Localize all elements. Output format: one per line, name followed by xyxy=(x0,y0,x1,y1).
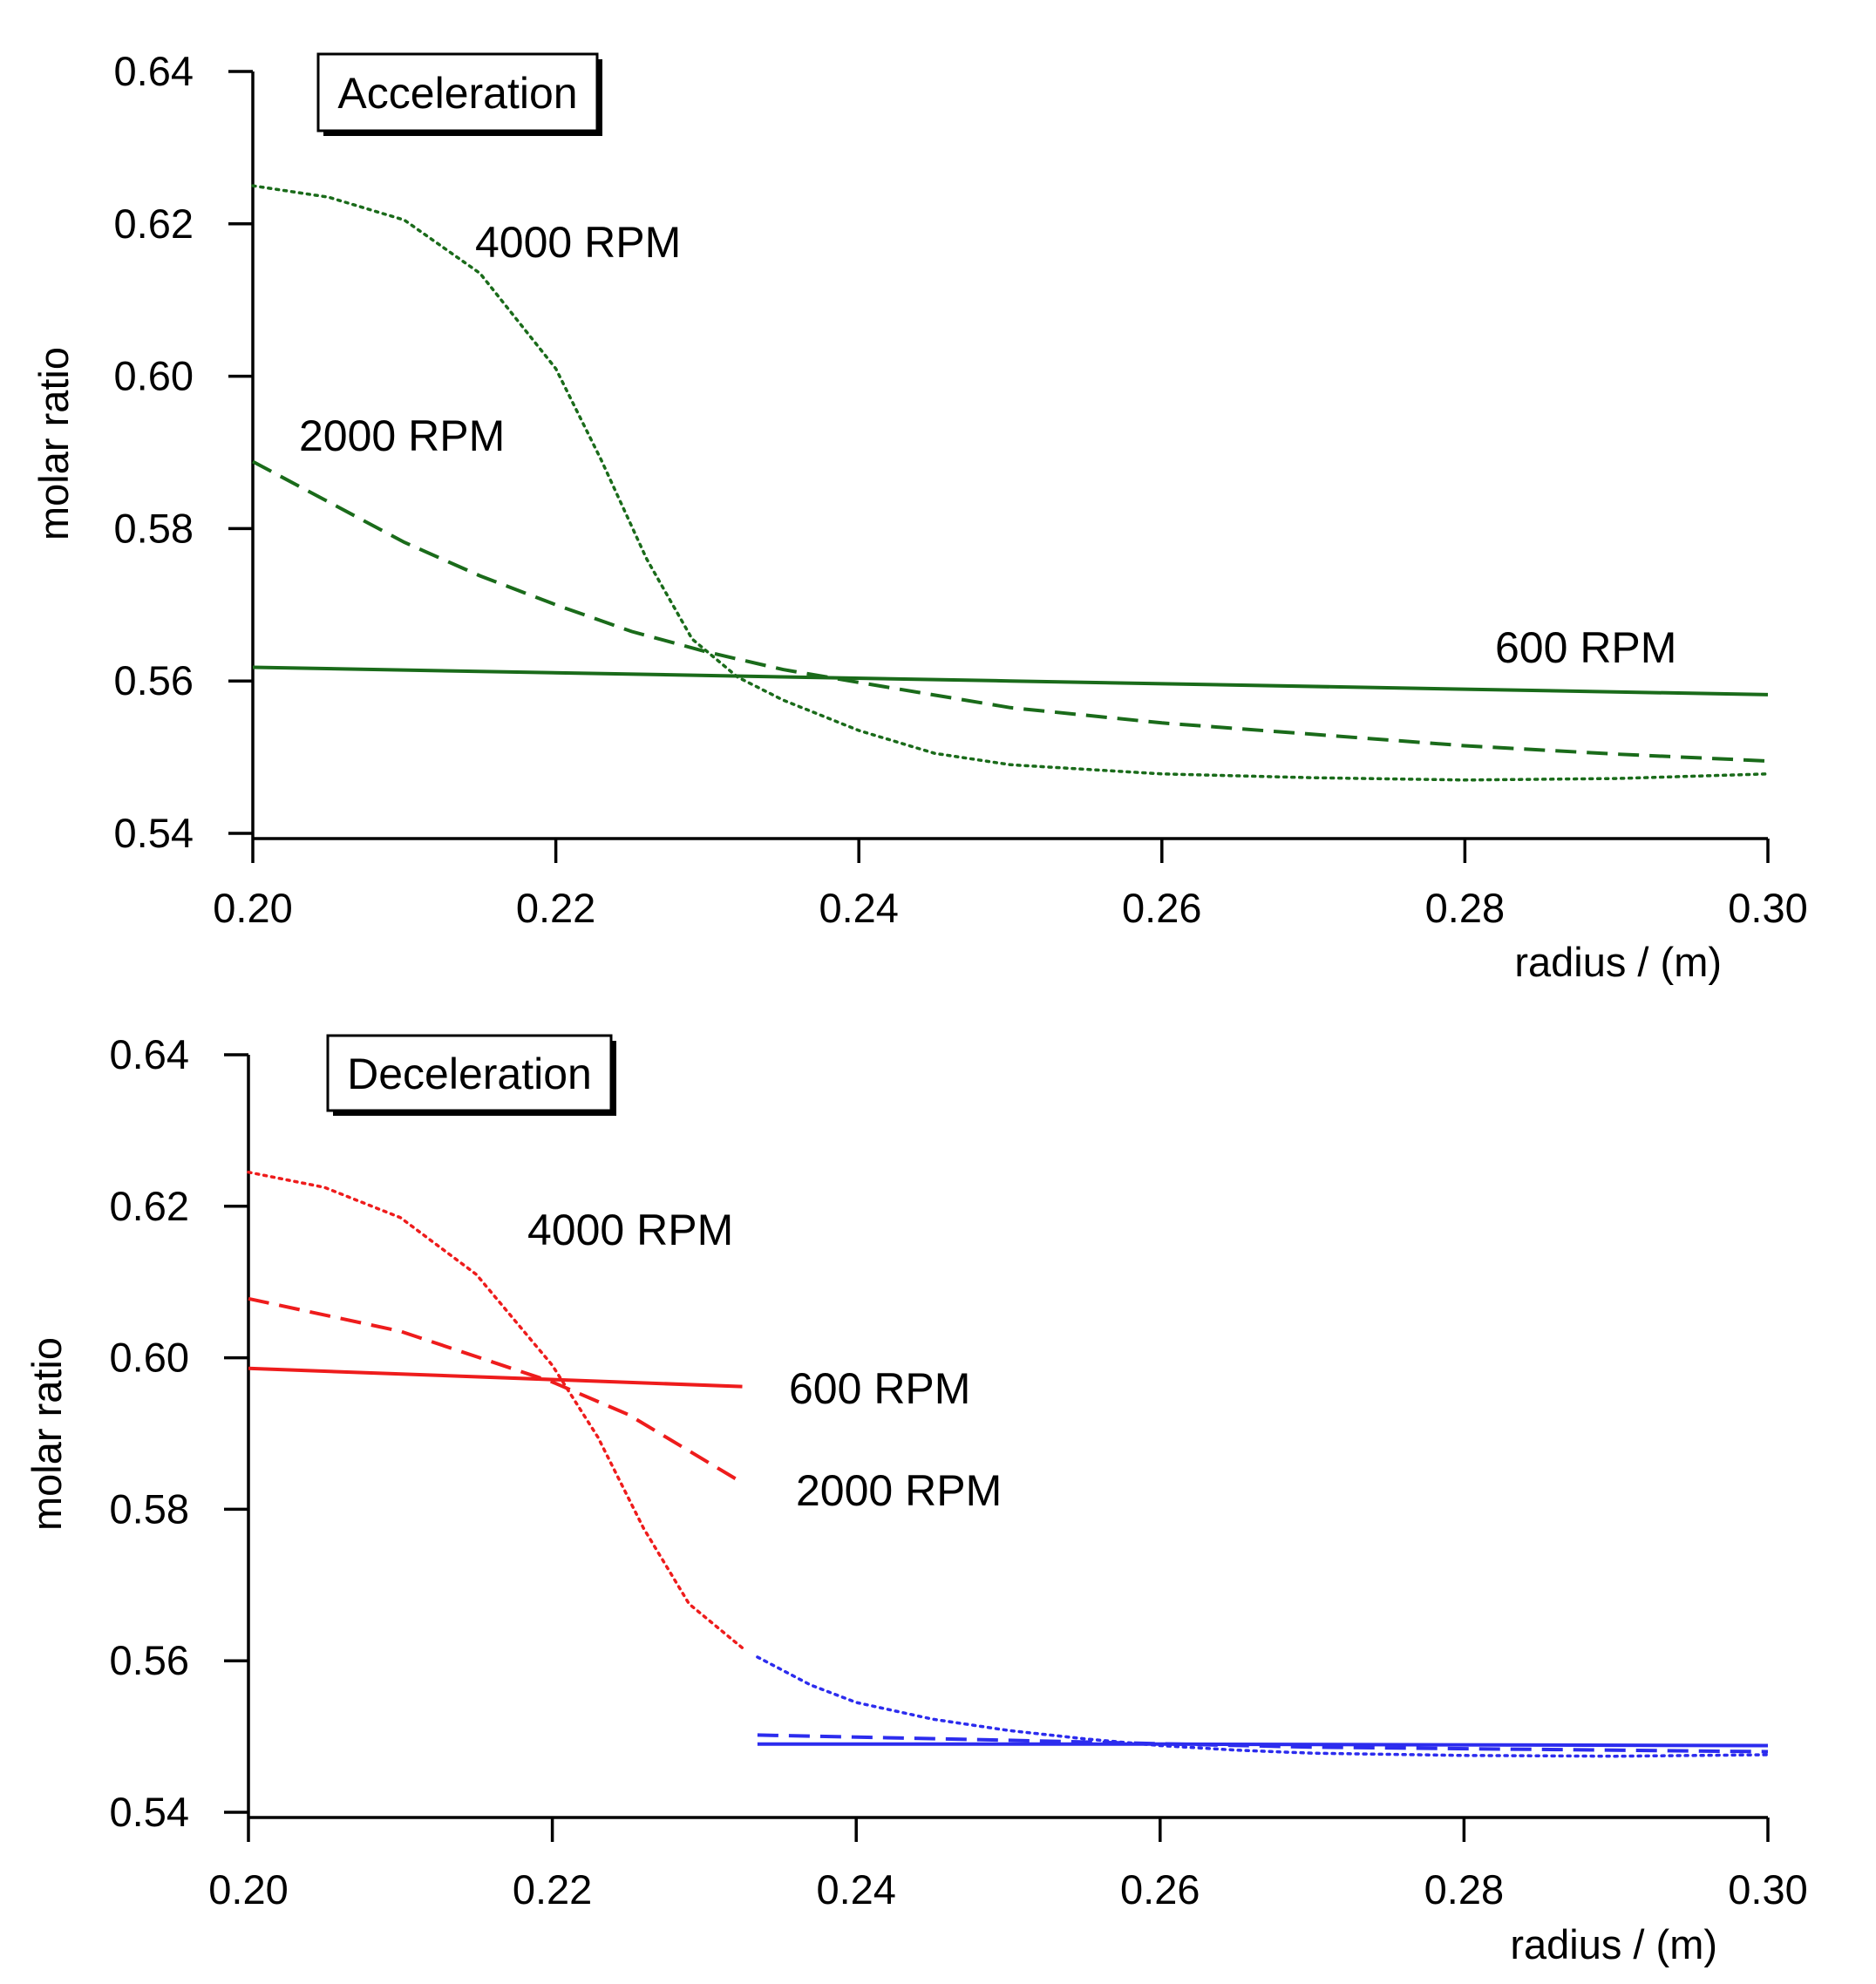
x-tick-label: 0.20 xyxy=(213,885,292,931)
series-line-600-rpm-3 xyxy=(252,665,1769,696)
chart-panel-1: 0.54 0.56 0.58 0.60 0.62 0.64 0.20 0.22 0.24 0.26… xyxy=(31,48,1808,985)
x-axis-title: radius / (m) xyxy=(1510,1921,1717,1967)
series-line-2000-rpm-2 xyxy=(252,459,1769,763)
y-axis-title: molar ratio xyxy=(31,347,77,540)
x-tick-label: 0.22 xyxy=(516,885,595,931)
x-tick-label: 0.26 xyxy=(1120,1866,1200,1913)
x-tick-label: 0.26 xyxy=(1122,885,1201,931)
series-annotation: 4000 RPM xyxy=(475,218,681,267)
series-line-2000-rpm-2 xyxy=(248,1296,744,1485)
series-line-4000-rpm-1 xyxy=(247,1170,744,1650)
y-tick-label: 0.56 xyxy=(110,1637,189,1683)
y-tick-label: 0.58 xyxy=(110,1485,189,1532)
y-tick-label: 0.64 xyxy=(110,1031,189,1077)
x-tick-label: 0.24 xyxy=(819,885,898,931)
y-tick-label: 0.64 xyxy=(114,48,194,94)
title-box xyxy=(316,52,599,132)
title-box xyxy=(326,1034,613,1112)
x-tick-label: 0.28 xyxy=(1424,1866,1504,1913)
y-tick-label: 0.54 xyxy=(110,1789,189,1835)
y-tick-label: 0.60 xyxy=(114,353,194,399)
series-annotation: 600 RPM xyxy=(789,1364,970,1413)
x-axis-title: radius / (m) xyxy=(1514,939,1722,985)
chart-panel-2: 0.54 0.56 0.58 0.60 0.62 0.64 0.20 0.22 0.24 0.26… xyxy=(24,1031,1808,1967)
x-tick-label: 0.30 xyxy=(1728,1866,1807,1913)
series-line-unlabeled-4 xyxy=(756,1655,1770,1758)
series-annotation: 2000 RPM xyxy=(796,1466,1002,1515)
x-tick-label: 0.30 xyxy=(1728,885,1807,931)
y-tick-label: 0.58 xyxy=(114,505,194,551)
x-tick-label: 0.28 xyxy=(1425,885,1505,931)
y-axis-title: molar ratio xyxy=(24,1337,70,1531)
x-tick-label: 0.22 xyxy=(513,1866,592,1913)
series-line-4000-rpm-1 xyxy=(251,184,1770,782)
series-line-600-rpm-3 xyxy=(248,1366,743,1389)
chart-title: Deceleration xyxy=(347,1050,592,1098)
series-annotation: 600 RPM xyxy=(1495,623,1676,672)
x-tick-label: 0.20 xyxy=(208,1866,288,1913)
x-tick-label: 0.24 xyxy=(816,1866,895,1913)
y-tick-label: 0.54 xyxy=(114,810,194,856)
y-tick-label: 0.62 xyxy=(110,1183,189,1229)
y-tick-label: 0.56 xyxy=(114,657,194,703)
y-tick-label: 0.62 xyxy=(114,200,194,247)
chart-title: Acceleration xyxy=(337,69,577,118)
series-annotation: 2000 RPM xyxy=(299,411,505,460)
series-line-unlabeled-6 xyxy=(757,1742,1769,1748)
y-tick-label: 0.60 xyxy=(110,1335,189,1381)
series-annotation: 4000 RPM xyxy=(527,1206,733,1254)
